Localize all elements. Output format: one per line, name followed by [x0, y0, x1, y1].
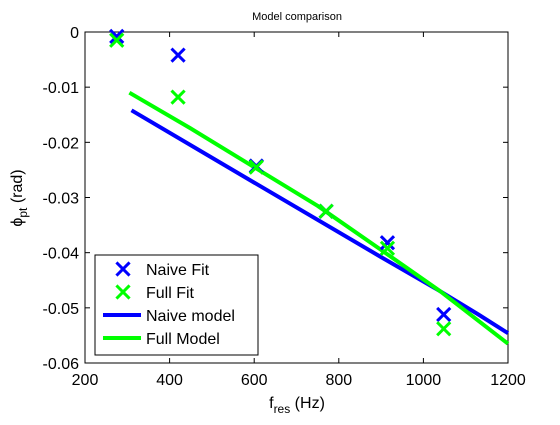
legend-marker-full-fit-stroke-b — [115, 284, 131, 300]
y-tick-label: -0.02 — [43, 135, 80, 152]
data-point-full-fit-stroke-b — [436, 321, 452, 337]
y-axis-label: ϕpt (rad) — [9, 169, 30, 226]
chart-title: Model comparison — [252, 11, 342, 23]
x-tick-label: 1000 — [406, 372, 442, 389]
data-point-full-fit — [318, 203, 334, 219]
data-point-naive-fit-stroke-b — [170, 47, 186, 63]
data-point-naive-fit — [109, 28, 125, 45]
data-point-full-fit-stroke-b — [109, 32, 125, 48]
legend-label-naive-model: Naive model — [146, 308, 235, 325]
data-point-naive-fit — [170, 47, 186, 63]
data-point-full-fit-stroke-b — [248, 159, 264, 175]
y-axis-label-main: ϕ — [9, 218, 26, 227]
y-tick-label: 0 — [70, 25, 79, 42]
legend-marker-full-fit — [115, 284, 131, 300]
x-axis-label-sub: res — [274, 402, 291, 416]
series-line-full-model — [128, 90, 510, 346]
data-point-naive-fit-stroke-b — [109, 28, 125, 45]
legend-label-naive-fit: Naive Fit — [146, 262, 210, 279]
series-layer — [109, 28, 510, 346]
data-point-full-fit — [170, 89, 186, 105]
y-tick-label: -0.04 — [43, 246, 80, 263]
x-tick-label: 1200 — [490, 372, 526, 389]
legend-label-full-model: Full Model — [146, 331, 220, 348]
x-tick-label: 400 — [156, 372, 183, 389]
x-axis-label: fres (Hz) — [269, 395, 325, 416]
y-axis-label-sub: pt — [16, 207, 30, 218]
x-axis-label-main: f — [269, 395, 274, 412]
axis-ticks: 200 400 600 800 1000 1200 0 -0.01 -0.02 -0.03 -0.0… — [43, 25, 526, 389]
legend-marker-naive-fit — [115, 261, 131, 277]
legend-marker-naive-fit-stroke-b — [115, 261, 131, 277]
data-point-full-fit-stroke-b — [379, 240, 396, 256]
y-tick-label: -0.05 — [43, 301, 80, 318]
data-point-full-fit — [436, 321, 452, 337]
data-point-naive-fit — [436, 306, 452, 323]
data-point-full-fit-stroke-b — [170, 89, 186, 105]
x-tick-label: 600 — [241, 372, 268, 389]
y-tick-label: -0.01 — [43, 80, 80, 97]
legend: Naive Fit Full Fit Naive model Full Model — [94, 254, 259, 356]
data-point-full-fit — [379, 240, 396, 256]
data-point-full-fit — [109, 32, 125, 48]
data-point-full-fit — [248, 159, 264, 175]
x-tick-label: 200 — [72, 372, 99, 389]
y-tick-label: -0.06 — [43, 356, 80, 373]
data-point-naive-fit-stroke-b — [436, 306, 452, 323]
y-axis-label-unit: (rad) — [9, 169, 26, 207]
x-tick-label: 800 — [325, 372, 352, 389]
series-line-naive-model — [130, 108, 510, 335]
data-point-full-fit-stroke-b — [318, 203, 334, 219]
x-axis-label-unit: (Hz) — [290, 395, 325, 412]
y-tick-label: -0.03 — [43, 191, 80, 208]
legend-label-full-fit: Full Fit — [146, 285, 195, 302]
